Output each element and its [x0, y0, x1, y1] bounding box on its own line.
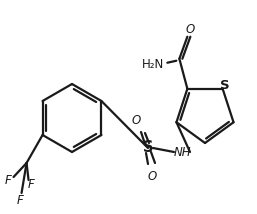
- Text: O: O: [147, 171, 157, 183]
- Text: O: O: [186, 23, 195, 36]
- Text: F: F: [17, 195, 24, 208]
- Text: S: S: [220, 79, 230, 92]
- Text: O: O: [131, 113, 141, 126]
- Text: H₂N: H₂N: [142, 58, 164, 71]
- Text: NH: NH: [173, 146, 191, 159]
- Text: F: F: [5, 174, 12, 187]
- Text: F: F: [28, 178, 35, 192]
- Text: S: S: [143, 141, 153, 156]
